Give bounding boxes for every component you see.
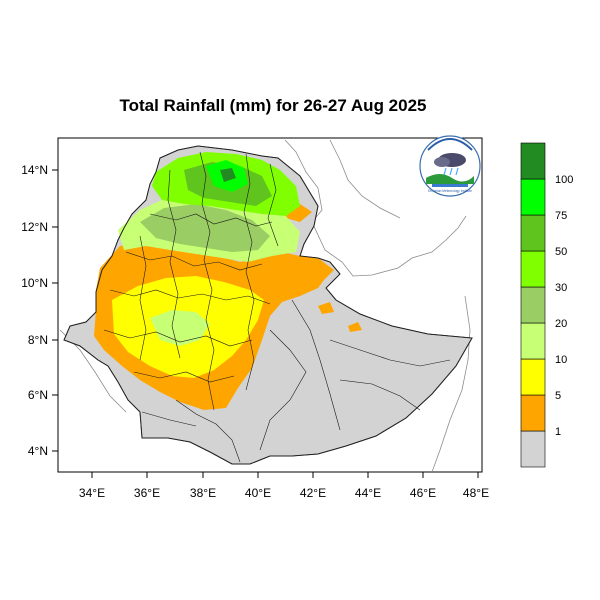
x-tick-label: 40°E bbox=[245, 486, 271, 500]
y-tick-label: 14°N bbox=[21, 163, 48, 177]
coast-line bbox=[284, 139, 467, 277]
admin-line bbox=[291, 299, 341, 431]
map-panel bbox=[57, 137, 483, 473]
rain-zone-1-5mm-spot bbox=[318, 302, 334, 314]
admin-line bbox=[175, 399, 241, 463]
legend-swatch bbox=[520, 430, 546, 468]
legend-swatch bbox=[520, 214, 546, 252]
legend: 1 5 10 20 30 50 75 100 bbox=[520, 142, 573, 468]
logo-caption: Ethiopian Meteorology Institute bbox=[428, 189, 472, 193]
rain-drop-icon bbox=[443, 167, 447, 176]
y-tick-label: 4°N bbox=[28, 444, 48, 458]
y-axis-labels: 14°N 12°N 10°N 8°N 6°N 4°N bbox=[21, 163, 48, 458]
x-tick-label: 38°E bbox=[190, 486, 216, 500]
x-tick-label: 44°E bbox=[355, 486, 381, 500]
y-tick-label: 6°N bbox=[28, 388, 48, 402]
axis-ticks bbox=[52, 169, 479, 478]
legend-swatch bbox=[520, 322, 546, 360]
legend-label: 30 bbox=[555, 282, 567, 294]
somalia-coast-line bbox=[431, 295, 471, 473]
rain-zone-1-5mm-east bbox=[296, 268, 330, 296]
legend-swatch bbox=[520, 178, 546, 216]
legend-swatch bbox=[520, 286, 546, 324]
hills-icon bbox=[426, 174, 474, 184]
legend-label: 75 bbox=[555, 210, 567, 222]
admin-line bbox=[141, 411, 197, 427]
water-icon bbox=[432, 184, 468, 187]
admin-line bbox=[125, 251, 263, 271]
admin-line bbox=[149, 213, 273, 227]
admin-line bbox=[199, 151, 215, 411]
admin-line bbox=[109, 289, 271, 305]
admin-boundaries bbox=[103, 151, 451, 463]
rain-drop-icon bbox=[455, 167, 459, 176]
legend-label: 10 bbox=[555, 354, 567, 366]
y-tick-label: 8°N bbox=[28, 333, 48, 347]
legend-label: 1 bbox=[555, 426, 561, 438]
legend-swatch bbox=[520, 394, 546, 432]
admin-line bbox=[329, 339, 451, 367]
x-tick-label: 36°E bbox=[134, 486, 160, 500]
rain-zone-over-100mm bbox=[220, 168, 236, 182]
rain-zone-1-5mm-spot2 bbox=[348, 322, 362, 332]
x-tick-label: 48°E bbox=[463, 486, 489, 500]
legend-label: 50 bbox=[555, 246, 567, 258]
legend-label: 100 bbox=[555, 174, 573, 186]
admin-line bbox=[259, 329, 307, 451]
cloud-icon-part bbox=[434, 157, 450, 167]
legend-label: 5 bbox=[555, 390, 561, 402]
y-tick-label: 10°N bbox=[21, 276, 48, 290]
logo-arc-text bbox=[427, 138, 473, 151]
admin-line bbox=[139, 235, 147, 361]
x-tick-label: 34°E bbox=[79, 486, 105, 500]
admin-line bbox=[339, 379, 421, 411]
ethiopia-outline bbox=[63, 145, 473, 465]
y-tick-label: 12°N bbox=[21, 220, 48, 234]
legend-swatch bbox=[520, 250, 546, 288]
admin-line bbox=[167, 169, 181, 359]
x-tick-label: 46°E bbox=[410, 486, 436, 500]
x-tick-label: 42°E bbox=[300, 486, 326, 500]
admin-line bbox=[133, 371, 235, 383]
legend-labels: 1 5 10 20 30 50 75 100 bbox=[555, 174, 573, 438]
admin-line bbox=[267, 163, 279, 247]
legend-swatch bbox=[520, 142, 546, 180]
admin-line bbox=[103, 329, 253, 347]
institute-logo: Ethiopian Meteorology Institute bbox=[419, 135, 481, 197]
x-axis-labels: 34°E 36°E 38°E 40°E 42°E 44°E 46°E 48°E bbox=[79, 486, 489, 500]
rain-zone-10-20mm-south bbox=[150, 310, 210, 346]
legend-swatch bbox=[520, 358, 546, 396]
eritrea-coast-line bbox=[329, 139, 401, 219]
map-title: Total Rainfall (mm) for 26-27 Aug 2025 bbox=[119, 96, 427, 115]
legend-label: 20 bbox=[555, 318, 567, 330]
admin-line bbox=[243, 153, 255, 391]
legend-color-bar bbox=[520, 142, 546, 468]
rain-drop-icon bbox=[449, 167, 453, 176]
